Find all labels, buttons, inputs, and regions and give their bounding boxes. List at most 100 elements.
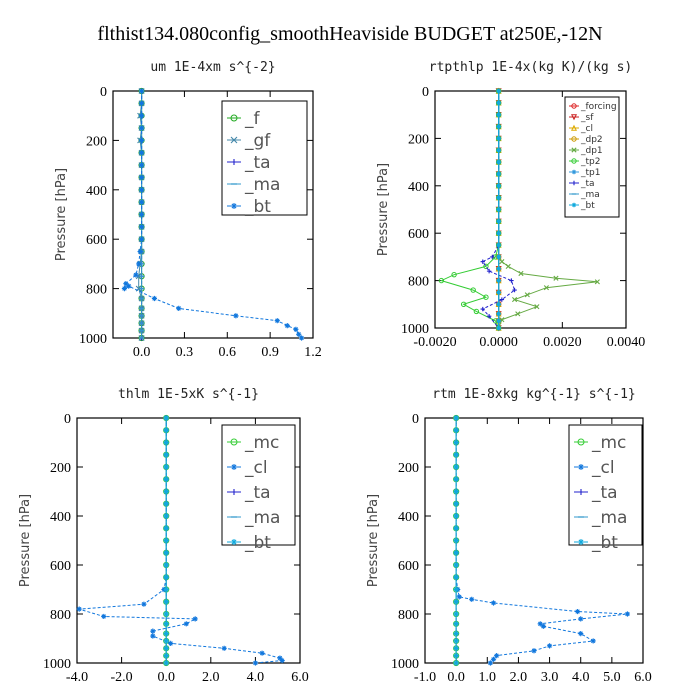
data-point (453, 488, 459, 495)
data-point (543, 285, 550, 291)
legend: _f_gf_ta_ma_bt (221, 100, 308, 217)
data-point (496, 266, 501, 271)
data-point (490, 254, 495, 260)
data-point (138, 199, 145, 205)
series-line (455, 418, 628, 664)
panel-title: um 1E-4xm s^{-2} (150, 60, 275, 75)
data-point (163, 621, 169, 627)
legend-label: _bt (244, 197, 271, 217)
y-tick-label: 1000 (401, 322, 429, 337)
data-point (138, 162, 145, 168)
data-point (163, 550, 169, 556)
legend-label: _dp1 (580, 146, 603, 156)
legend-label: _sf (580, 113, 594, 123)
data-point (490, 656, 497, 662)
data-point (451, 271, 457, 278)
data-point (496, 219, 501, 224)
legend-marker (571, 158, 577, 164)
data-point (163, 574, 169, 580)
x-tick-label: 2.0 (510, 670, 528, 685)
data-point (453, 439, 459, 446)
data-point (496, 195, 501, 200)
legend-label: _gf (244, 131, 271, 151)
legend-label: _ma (580, 190, 600, 200)
x-tick-label: 1.0 (479, 670, 497, 685)
data-point (594, 279, 600, 285)
data-point (138, 174, 145, 181)
data-point (438, 277, 445, 284)
y-tick-label: 0 (64, 412, 71, 427)
x-tick-label: 2.0 (202, 670, 220, 685)
legend-label: _cl (580, 124, 593, 134)
legend-label: _forcing (580, 102, 617, 112)
legend-label: _mc (591, 433, 626, 453)
data-point (496, 88, 501, 94)
y-axis-label: Pressure [hPa] (366, 494, 381, 587)
y-axis-label: Pressure [hPa] (18, 494, 33, 587)
y-tick-label: 1000 (43, 657, 71, 672)
y-tick-label: 1000 (79, 332, 107, 347)
data-point (453, 586, 459, 593)
data-point (496, 311, 501, 316)
y-tick-label: 800 (398, 608, 419, 623)
data-point (486, 313, 492, 319)
data-point (192, 616, 198, 622)
chart-panel-1: um 1E-4xm s^{-2} Pressure [hPa] 0 200 400 600… (54, 60, 322, 360)
chart-panel-3: thlm 1E-5xK s^{-1} Pressure [hPa] 0 200 400 6… (18, 387, 309, 685)
x-tick-label: -0.0020 (413, 335, 456, 350)
data-point (518, 270, 524, 277)
data-point (480, 306, 485, 312)
data-point (456, 594, 462, 600)
data-point (453, 611, 459, 617)
data-point (496, 302, 501, 307)
data-point (453, 599, 459, 605)
legend-marker (231, 159, 237, 165)
data-point (453, 638, 459, 644)
legend-marker (578, 539, 584, 545)
data-point (515, 311, 521, 317)
y-tick-label: 0 (422, 85, 429, 100)
data-point (511, 296, 518, 303)
data-point (469, 596, 475, 602)
legend-marker (231, 539, 237, 545)
legend: _mc _cl _ta _ma _bt (221, 424, 296, 553)
data-point (453, 537, 459, 544)
data-point (496, 207, 501, 212)
data-point (176, 305, 182, 311)
data-point (277, 655, 283, 661)
data-point (136, 261, 142, 267)
data-point (296, 331, 302, 337)
data-point (453, 525, 459, 531)
legend-label: _ta (244, 483, 271, 503)
data-point (490, 600, 497, 606)
data-point (470, 287, 476, 293)
legend-marker (571, 180, 577, 186)
data-point (138, 236, 145, 242)
x-tick-label: -4.0 (66, 670, 88, 685)
data-point (453, 562, 459, 568)
data-point (298, 335, 305, 341)
figure-title: flthist134.080config_smoothHeaviside BUD… (97, 23, 602, 45)
data-point (496, 278, 501, 283)
legend-marker (230, 114, 238, 122)
data-point (453, 550, 459, 556)
legend-label: _mc (244, 433, 279, 453)
data-point (233, 313, 239, 319)
legend-label: _bt (580, 201, 595, 211)
panel-title: rtpthlp 1E-4x(kg K)/(kg s) (429, 60, 633, 75)
series-line (439, 91, 500, 329)
data-point (279, 657, 285, 664)
data-point (150, 633, 156, 639)
y-tick-label: 400 (86, 184, 107, 199)
x-tick-label: 4.0 (572, 670, 590, 685)
data-point (496, 318, 501, 324)
data-point (494, 653, 500, 659)
y-axis-label: Pressure [hPa] (376, 163, 391, 256)
data-point (168, 640, 174, 646)
series-bt (453, 415, 459, 666)
legend-marker (570, 124, 578, 131)
x-tick-label: 0.6 (219, 345, 237, 360)
data-point (133, 272, 139, 278)
y-axis-label: Pressure [hPa] (54, 168, 69, 261)
data-point (163, 638, 169, 644)
